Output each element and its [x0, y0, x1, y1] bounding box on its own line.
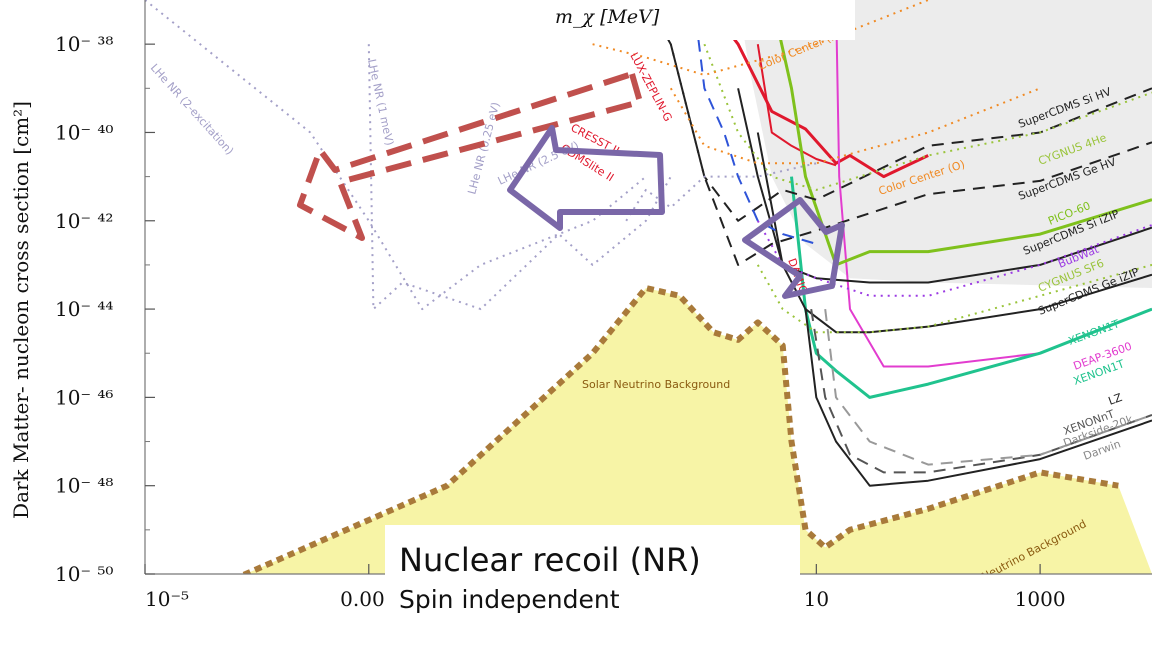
x-tick-label: 10 — [804, 587, 829, 611]
y-tick-label: 10⁻ ⁴⁶ — [55, 385, 113, 409]
x-tick-label: 1000 — [1015, 587, 1066, 611]
curve-label-solar-neutrino-background: Solar Neutrino Background — [582, 378, 730, 391]
y-tick-label: 10⁻ ⁵⁰ — [55, 562, 113, 586]
annotation-subtitle: Spin independent — [399, 585, 620, 614]
x-tick-label: 10⁻⁵ — [145, 587, 189, 611]
y-axis-title: Dark Matter- nucleon cross section [cm²] — [9, 101, 33, 519]
annotation-box: Nuclear recoil (NR) Spin independent — [385, 525, 800, 642]
annotation-title: Nuclear recoil (NR) — [399, 541, 701, 579]
y-tick-label: 10⁻ ⁴⁸ — [55, 474, 113, 498]
y-tick-label: 10⁻ ³⁸ — [55, 32, 113, 56]
y-tick-label: 10⁻ ⁴⁴ — [55, 297, 113, 321]
top-axis-label-box: m_χ [MeV] — [240, 0, 855, 40]
top-axis-label: m_χ [MeV] — [555, 6, 659, 28]
y-tick-label: 10⁻ ⁴² — [55, 209, 113, 233]
y-tick-label: 10⁻ ⁴⁰ — [55, 120, 113, 144]
